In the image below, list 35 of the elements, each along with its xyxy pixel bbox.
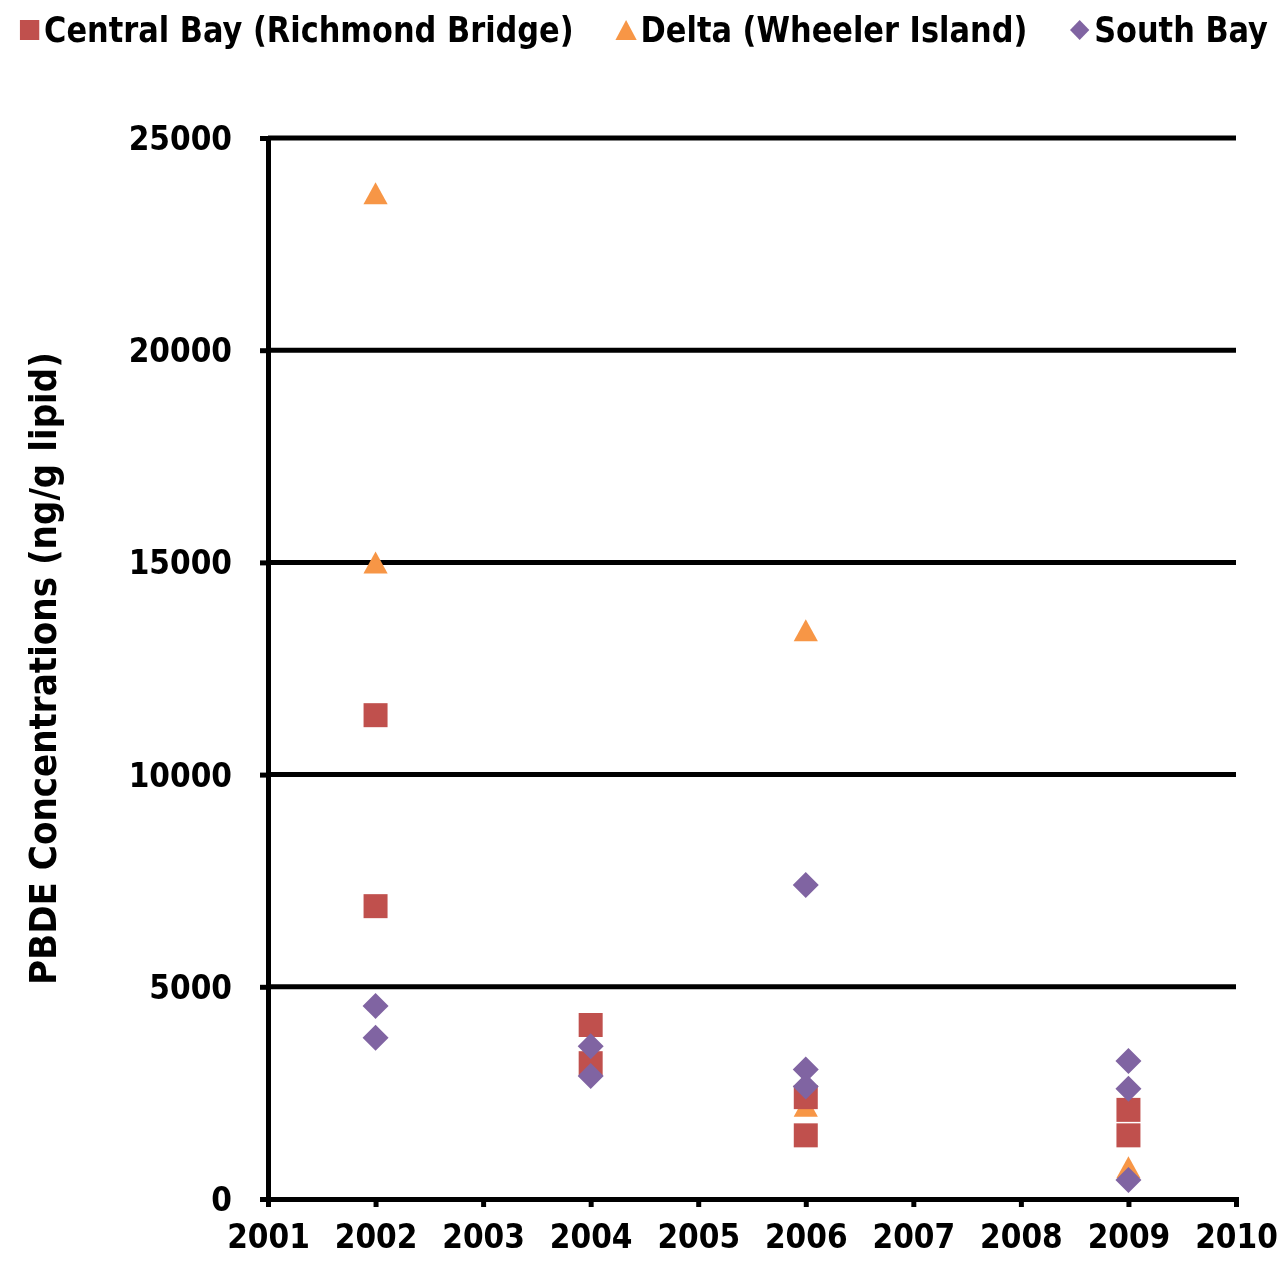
x-tick-label: 2007 xyxy=(872,1216,956,1256)
point xyxy=(578,1013,603,1037)
point xyxy=(363,894,388,919)
point xyxy=(363,182,388,205)
point xyxy=(793,1123,818,1148)
point xyxy=(1115,1166,1142,1193)
point xyxy=(362,1024,389,1051)
legend-label: Delta (Wheeler Island) xyxy=(640,9,1028,51)
y-tick-label: 15000 xyxy=(128,543,232,583)
y-tick-label: 10000 xyxy=(128,755,232,795)
x-tick-label: 2009 xyxy=(1087,1216,1171,1256)
point xyxy=(362,992,389,1019)
x-tick-label: 2004 xyxy=(549,1216,633,1256)
point xyxy=(577,1033,604,1060)
x-tick-label: 2006 xyxy=(764,1216,848,1256)
point xyxy=(577,1062,604,1089)
point xyxy=(793,619,818,642)
x-tick-label: 2010 xyxy=(1195,1216,1278,1256)
x-tick-label: 2005 xyxy=(657,1216,741,1256)
point xyxy=(1116,1123,1141,1148)
point xyxy=(1116,1097,1141,1122)
point xyxy=(792,871,819,898)
point xyxy=(363,703,388,728)
x-tick-label: 2003 xyxy=(442,1216,525,1256)
point xyxy=(363,551,388,574)
x-tick-label: 2008 xyxy=(980,1216,1063,1256)
y-tick-label: 5000 xyxy=(149,967,232,1007)
y-axis-title: PBDE Concentrations (ng/g lipid) xyxy=(21,352,65,985)
y-tick-label: 25000 xyxy=(128,119,232,159)
point xyxy=(1115,1048,1142,1075)
legend-label: South Bay xyxy=(1094,9,1268,51)
x-tick-label: 2002 xyxy=(334,1216,418,1256)
point xyxy=(1115,1075,1142,1102)
y-tick-label: 20000 xyxy=(128,331,232,371)
legend-label: Central Bay (Richmond Bridge) xyxy=(44,9,574,51)
